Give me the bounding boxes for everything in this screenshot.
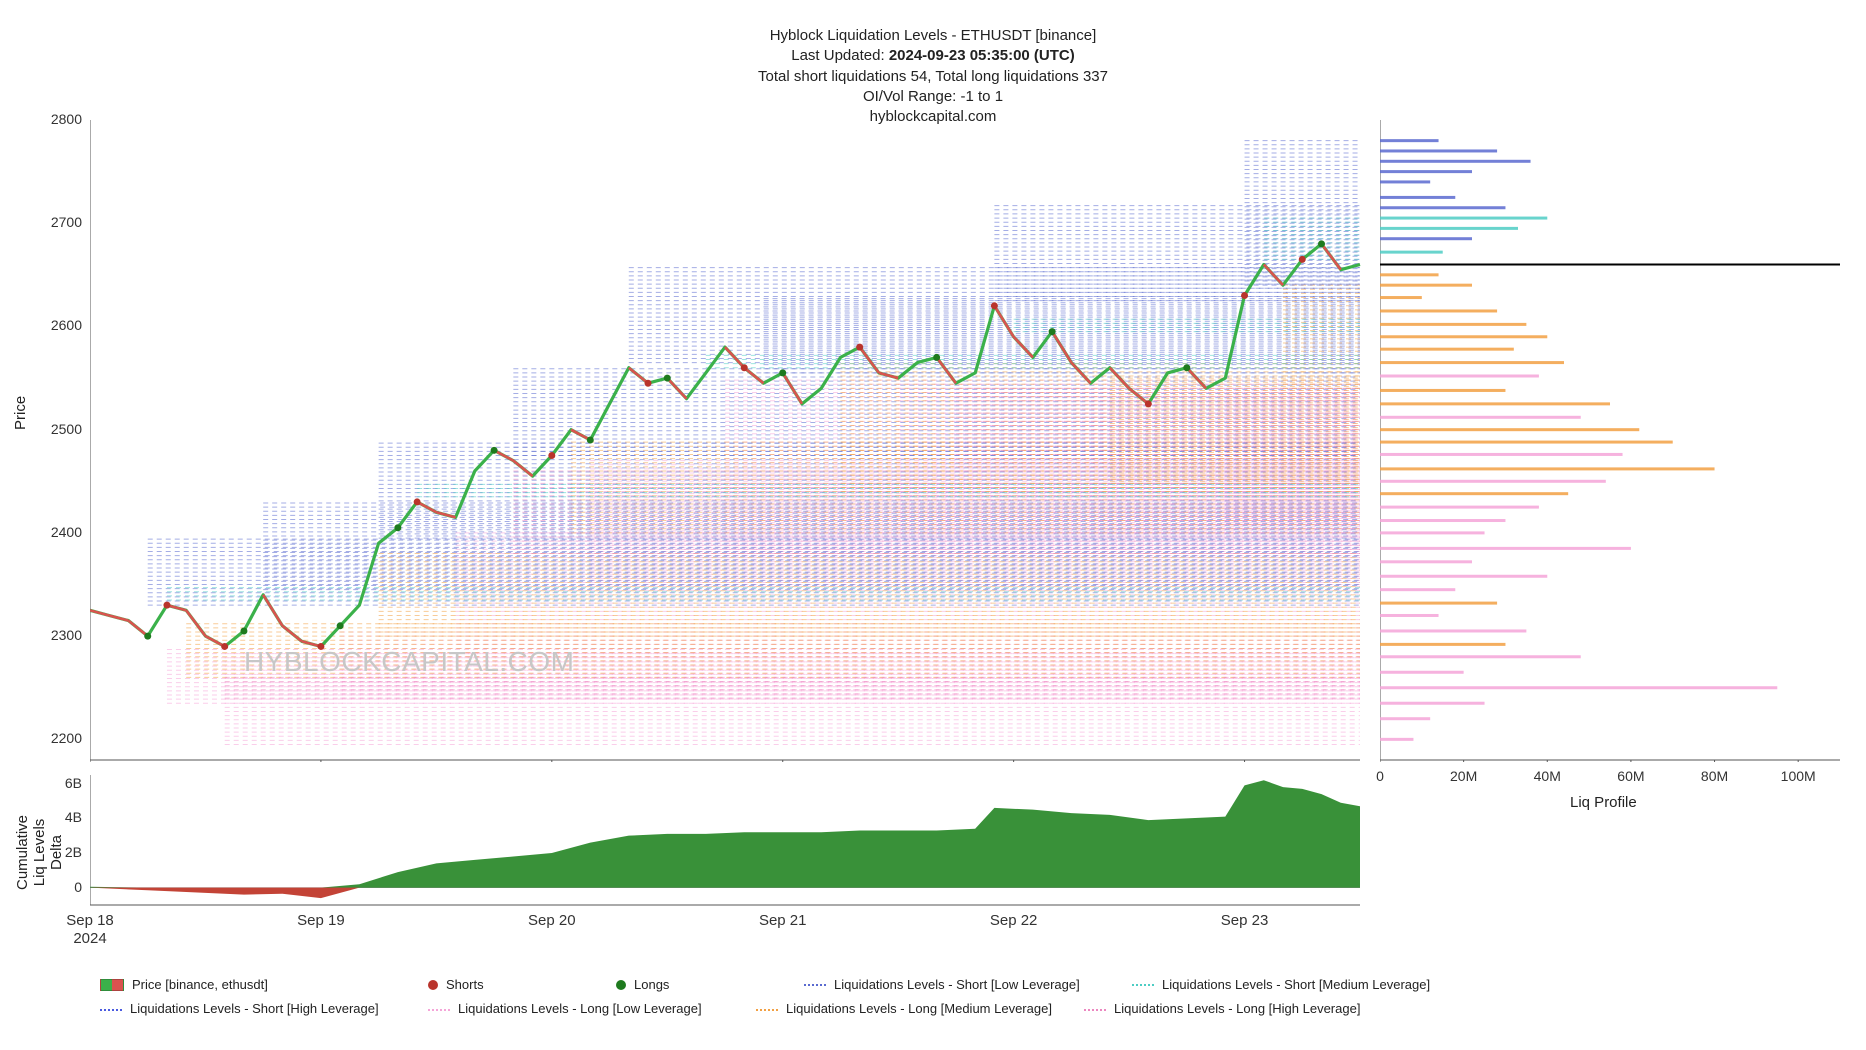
legend-swatch xyxy=(616,980,626,990)
legend-label: Liquidations Levels - Short [Low Leverag… xyxy=(834,973,1080,998)
legend-label: Liquidations Levels - Long [Medium Lever… xyxy=(786,997,1052,1022)
legend-item: Liquidations Levels - Long [Low Leverage… xyxy=(428,997,728,1022)
legend-item: Liquidations Levels - Short [Medium Leve… xyxy=(1132,973,1432,998)
title-line-2: Last Updated: 2024-09-23 05:35:00 (UTC) xyxy=(0,46,1866,66)
legend-item: Liquidations Levels - Long [High Leverag… xyxy=(1084,997,1384,1022)
legend-item: Liquidations Levels - Long [Medium Lever… xyxy=(756,997,1056,1022)
legend: Price [binance, ethusdt]ShortsLongsLiqui… xyxy=(100,973,1826,1022)
legend-label: Liquidations Levels - Short [Medium Leve… xyxy=(1162,973,1430,998)
legend-label: Shorts xyxy=(446,973,484,998)
legend-swatch xyxy=(1132,984,1154,986)
legend-row-1: Price [binance, ethusdt] Shorts Longs Liqui… xyxy=(100,973,1826,998)
chart-title-block: Hyblock Liquidation Levels - ETHUSDT [bi… xyxy=(0,26,1866,127)
title-line-4: OI/Vol Range: -1 to 1 xyxy=(0,87,1866,107)
legend-item: Price [binance, ethusdt] xyxy=(100,973,400,998)
title-line-3: Total short liquidations 54, Total long … xyxy=(0,67,1866,87)
legend-swatch xyxy=(428,1009,450,1011)
legend-swatch xyxy=(804,984,826,986)
legend-swatch xyxy=(756,1009,778,1011)
legend-label: Longs xyxy=(634,973,669,998)
legend-label: Price [binance, ethusdt] xyxy=(132,973,268,998)
watermark: HYBLOCKCAPITAL.COM xyxy=(244,646,575,678)
y-axis-label-price: Price xyxy=(12,396,29,430)
legend-label: Liquidations Levels - Long [High Leverag… xyxy=(1114,997,1360,1022)
legend-swatch xyxy=(428,980,438,990)
legend-label: Liquidations Levels - Long [Low Leverage… xyxy=(458,997,702,1022)
legend-label: Liquidations Levels - Short [High Levera… xyxy=(130,997,379,1022)
legend-row-2: Liquidations Levels - Short [High Levera… xyxy=(100,997,1826,1022)
legend-item: Shorts xyxy=(428,973,588,998)
title-line-1: Hyblock Liquidation Levels - ETHUSDT [bi… xyxy=(0,26,1866,46)
liq-profile-xlabel: Liq Profile xyxy=(1570,794,1637,811)
chart-stage: Hyblock Liquidation Levels - ETHUSDT [bi… xyxy=(0,0,1866,1050)
legend-swatch xyxy=(100,1009,122,1011)
legend-item: Longs xyxy=(616,973,776,998)
legend-swatch xyxy=(1084,1009,1106,1011)
legend-item: Liquidations Levels - Short [Low Leverag… xyxy=(804,973,1104,998)
legend-swatch xyxy=(100,979,124,991)
liq-profile-svg xyxy=(1380,120,1842,762)
legend-item: Liquidations Levels - Short [High Levera… xyxy=(100,997,400,1022)
delta-chart-svg xyxy=(90,775,1362,907)
